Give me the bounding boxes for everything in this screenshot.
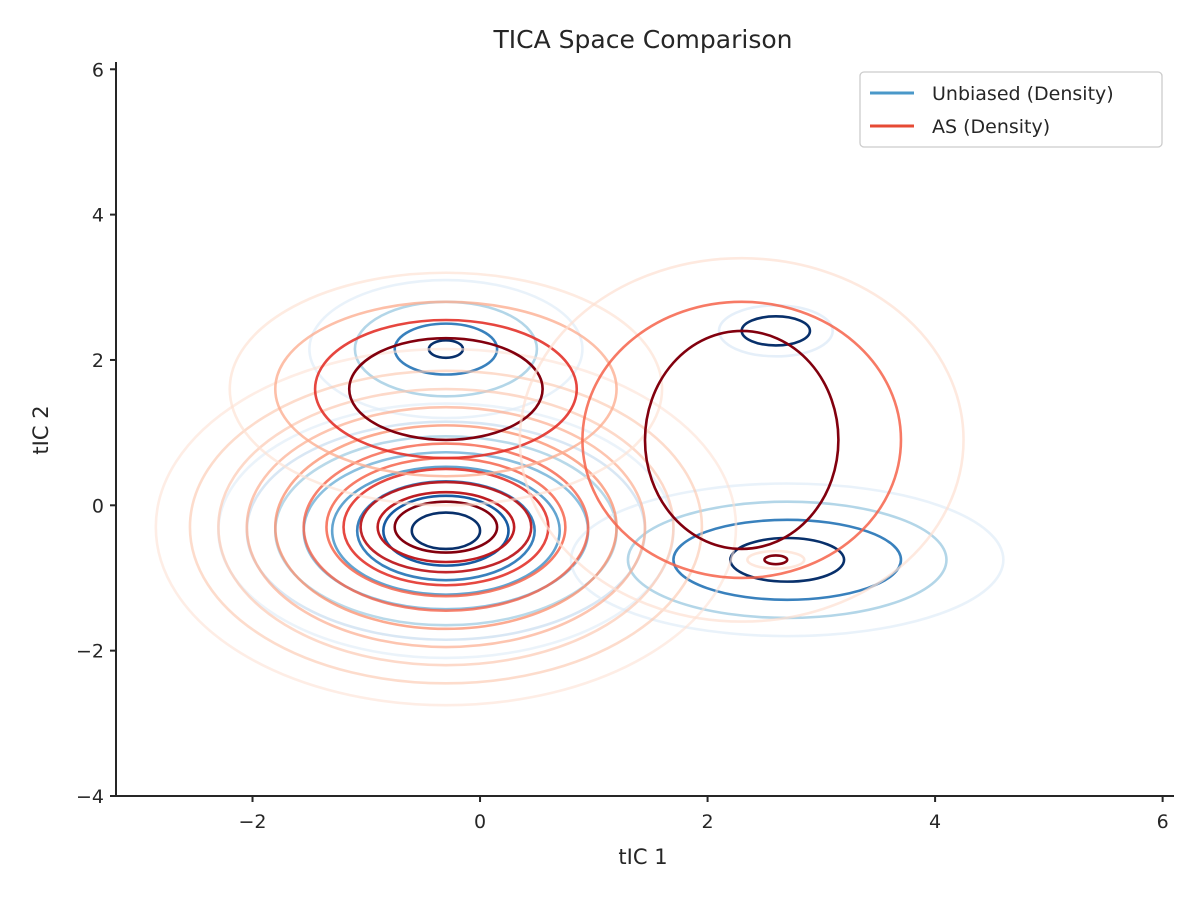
y-tick-label: 6 [92, 59, 104, 81]
contour-line [672, 518, 903, 602]
contour-line [217, 402, 675, 660]
chart-title: TICA Space Comparison [493, 25, 793, 54]
contour-line [245, 405, 647, 649]
contour-line [325, 456, 567, 598]
axes [115, 62, 1174, 797]
contour-line [188, 369, 704, 685]
contour-line [410, 511, 482, 551]
contour-line [763, 554, 789, 566]
contour-line [643, 329, 840, 551]
legend: Unbiased (Density) AS (Density) [859, 71, 1163, 148]
y-tick-label: −2 [76, 641, 104, 663]
contour-line [393, 500, 499, 554]
contour-line [382, 494, 510, 567]
x-axis-label: tIC 1 [618, 845, 667, 869]
contour-line [393, 322, 499, 376]
contour-line [245, 420, 647, 642]
x-tick-label: 2 [702, 811, 714, 833]
legend-label-as: AS (Density) [932, 116, 1050, 138]
contour-line [302, 442, 590, 612]
contour-line [330, 465, 561, 596]
y-tick-label: 2 [92, 350, 104, 372]
y-tick-label: 4 [92, 205, 104, 227]
x-tick-label: 0 [474, 811, 486, 833]
contour-line [518, 256, 965, 623]
contour-line [359, 480, 533, 574]
contour-line [746, 549, 806, 570]
contour-line [313, 318, 579, 460]
x-tick-label: 6 [1157, 811, 1169, 833]
legend-box [859, 71, 1163, 148]
contour-line [154, 347, 738, 707]
y-axis-label: tIC 2 [29, 405, 53, 454]
contour-line [347, 336, 544, 442]
ticks: −2 0 2 4 6 −4 −2 0 2 4 6 [76, 59, 1169, 833]
contour-line [376, 490, 516, 564]
x-tick-label: −2 [239, 811, 267, 833]
contour-line [581, 300, 903, 580]
x-tick-label: 4 [929, 811, 941, 833]
contour-line [273, 300, 618, 478]
series-unbiased-contours [217, 278, 1005, 660]
contour-line [569, 482, 1005, 638]
contour-line [308, 278, 584, 420]
series-as-contours [154, 256, 965, 707]
y-tick-label: −4 [76, 786, 104, 808]
legend-label-unbiased: Unbiased (Density) [932, 83, 1114, 105]
contour-plot-area [154, 256, 1005, 707]
y-tick-label: 0 [92, 495, 104, 517]
contour-line [342, 467, 550, 587]
contour-line [228, 271, 664, 507]
contour-line [217, 387, 675, 667]
